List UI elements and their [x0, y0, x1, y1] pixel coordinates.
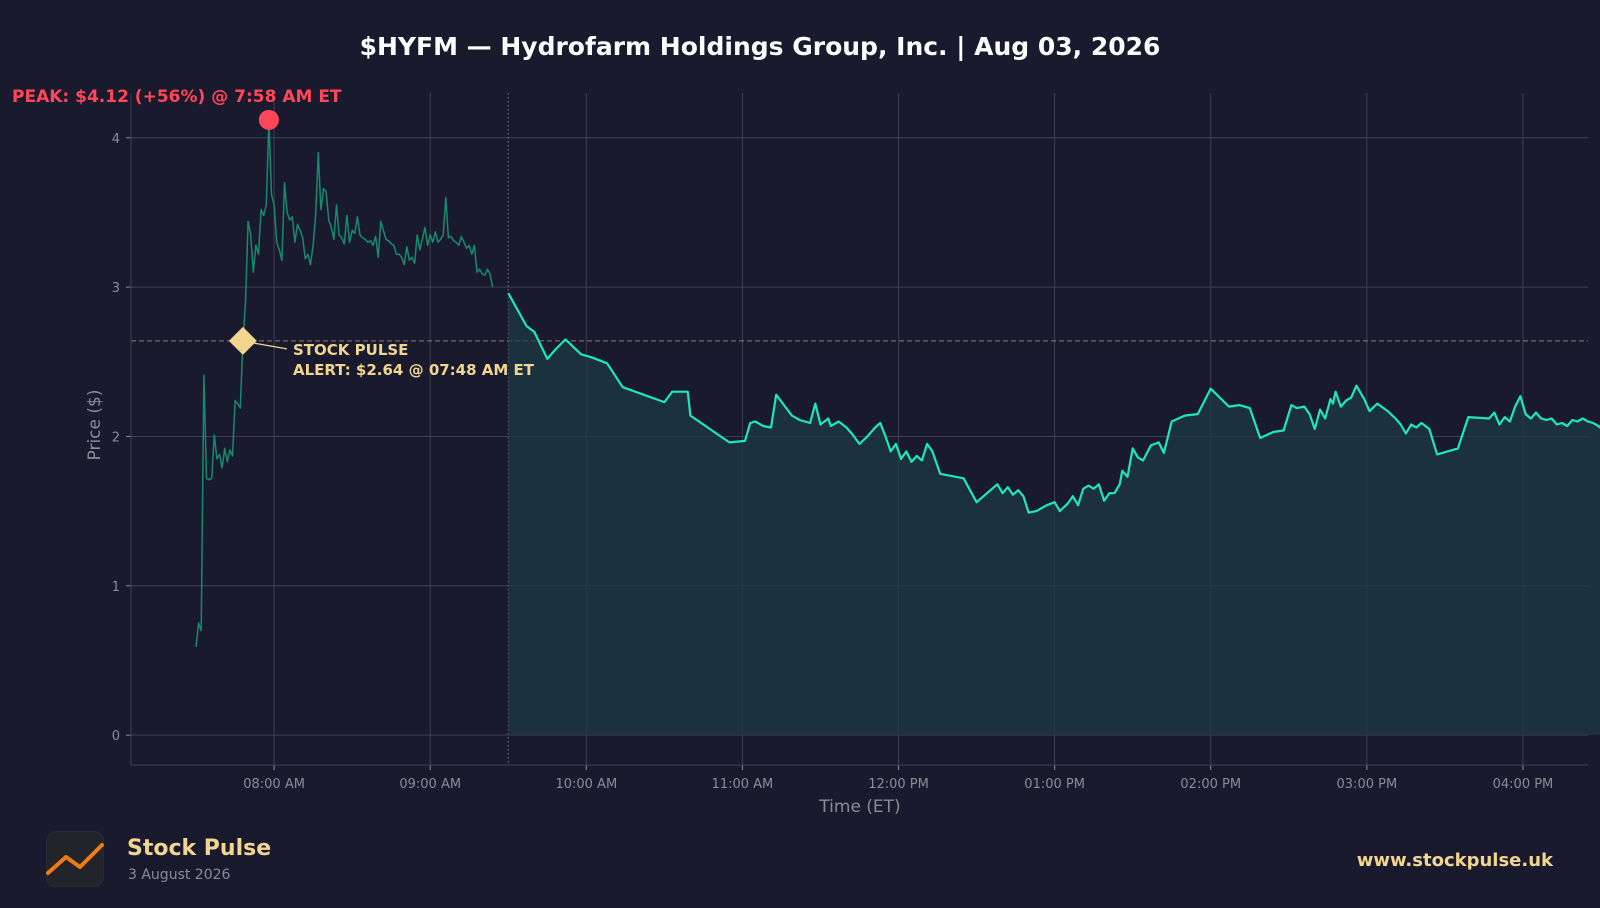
y-tick-label: 3: [112, 281, 120, 296]
axes: 0 1 2 3 4 08:00 AM 09:00 AM 10:00 AM 11:00 AM 12:…: [112, 93, 1588, 792]
y-tick-label: 1: [112, 580, 120, 595]
x-tick-label: 10:00 AM: [555, 777, 617, 792]
x-tick-label: 03:00 PM: [1337, 777, 1398, 792]
x-tick-label: 02:00 PM: [1180, 777, 1241, 792]
series-lines: [195, 119, 1600, 648]
x-tick-label: 11:00 AM: [712, 777, 774, 792]
x-tick-label: 04:00 PM: [1493, 777, 1554, 792]
x-axis-label: Time (ET): [818, 797, 900, 817]
brand-name: Stock Pulse: [127, 836, 272, 861]
price-chart: $HYFM — Hydrofarm Holdings Group, Inc. |…: [12, 32, 1600, 817]
alert-title: STOCK PULSE: [293, 341, 408, 359]
regular-session-line: [507, 292, 1600, 514]
y-axis-label: Price ($): [85, 390, 105, 461]
alert-marker: [228, 326, 257, 355]
x-tick-label: 08:00 AM: [243, 777, 305, 792]
alert-label: ALERT: $2.64 @ 07:48 AM ET: [293, 361, 535, 379]
alert-connector: [252, 342, 287, 350]
premarket-line: [195, 119, 494, 648]
regular-session-fill: [508, 293, 1600, 736]
y-tick-label: 2: [112, 430, 120, 445]
x-tick-label: 09:00 AM: [399, 777, 461, 792]
y-tick-label: 0: [112, 729, 120, 744]
peak-marker: [258, 109, 279, 130]
y-tick-label: 4: [112, 132, 120, 147]
x-tick-label: 12:00 PM: [868, 777, 929, 792]
area-fill: [508, 293, 1600, 736]
peak-label: PEAK: $4.12 (+56%) @ 7:58 AM ET: [12, 87, 342, 107]
x-tick-label: 01:00 PM: [1024, 777, 1085, 792]
rising-line-icon: [46, 831, 104, 887]
footer: Stock Pulse 3 August 2026 www.stockpulse…: [0, 820, 1600, 908]
chart-title: $HYFM — Hydrofarm Holdings Group, Inc. |…: [360, 32, 1161, 61]
brand-date: 3 August 2026: [128, 867, 231, 883]
annotations: PEAK: $4.12 (+56%) @ 7:58 AM ET STOCK PUL…: [12, 87, 535, 379]
website-link[interactable]: www.stockpulse.uk: [1356, 850, 1553, 871]
